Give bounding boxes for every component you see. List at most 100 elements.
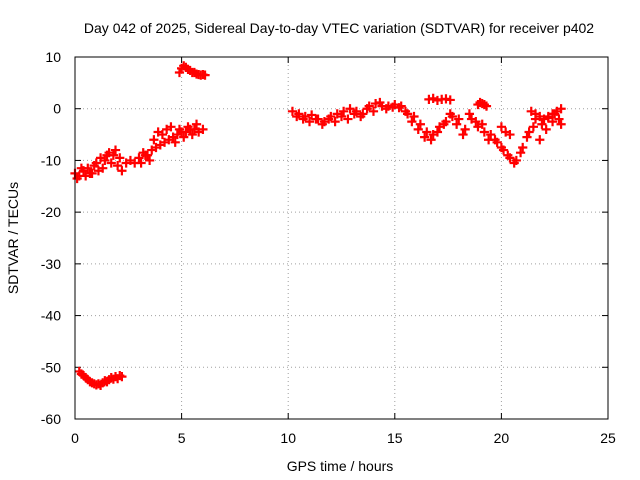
data-point	[409, 111, 419, 122]
data-point	[524, 127, 534, 137]
series-early-main	[70, 124, 208, 181]
data-point	[509, 158, 519, 168]
x-axis-label: GPS time / hours	[287, 458, 394, 474]
x-tick-label: 5	[178, 430, 186, 446]
data-point	[330, 117, 340, 127]
data-point	[471, 117, 481, 127]
x-tick-label: 10	[280, 430, 296, 446]
data-point	[537, 119, 547, 129]
data-point	[394, 103, 404, 113]
data-points	[70, 61, 566, 390]
data-point	[505, 129, 515, 140]
data-point	[454, 114, 464, 124]
data-point	[460, 124, 470, 134]
data-point	[100, 155, 110, 166]
data-point	[339, 106, 349, 116]
y-tick-label: -50	[41, 359, 61, 375]
data-point	[496, 142, 506, 153]
y-tick-label: -60	[41, 411, 61, 427]
data-point	[452, 119, 462, 129]
data-point	[356, 111, 366, 122]
data-point	[166, 122, 176, 132]
data-point	[477, 119, 487, 129]
data-point	[400, 106, 411, 116]
data-point	[117, 166, 127, 176]
grid-lines	[75, 57, 608, 419]
data-point	[426, 135, 436, 145]
y-tick-label: -20	[41, 204, 61, 220]
x-tick-label: 15	[387, 430, 403, 446]
data-point	[292, 111, 302, 122]
series-late-main	[287, 98, 566, 166]
data-point	[490, 135, 500, 145]
x-tick-label: 0	[71, 430, 79, 446]
data-point	[183, 122, 193, 132]
data-point	[522, 132, 532, 142]
data-point	[343, 114, 353, 124]
data-point	[200, 70, 210, 80]
data-point	[515, 148, 526, 158]
data-point	[336, 111, 347, 122]
data-point	[486, 129, 496, 140]
data-point	[535, 135, 545, 145]
data-point	[464, 109, 475, 119]
data-point	[445, 109, 455, 119]
plot-frame	[74, 56, 609, 420]
series-early-band	[72, 119, 202, 184]
data-point	[298, 114, 308, 124]
data-point	[198, 124, 208, 134]
data-point	[324, 114, 334, 124]
data-point	[362, 104, 372, 114]
data-point	[113, 161, 123, 171]
data-point	[145, 155, 155, 166]
data-point	[304, 117, 315, 127]
data-point	[554, 114, 564, 124]
data-point	[140, 150, 150, 160]
data-point	[368, 106, 379, 116]
data-point	[541, 124, 551, 134]
y-tick-label: -40	[41, 308, 61, 324]
x-tick-label: 20	[494, 430, 510, 446]
data-point	[479, 127, 489, 137]
data-point	[98, 163, 108, 173]
data-point	[174, 124, 185, 134]
data-point	[445, 95, 455, 105]
series-late-upper	[424, 93, 566, 140]
data-point	[439, 119, 449, 129]
data-point	[547, 117, 558, 127]
data-point	[481, 101, 492, 111]
data-point	[552, 106, 562, 116]
data-point	[191, 119, 202, 129]
data-point	[518, 142, 528, 153]
data-point	[345, 104, 355, 114]
data-point	[76, 163, 86, 173]
y-tick-label: 0	[53, 101, 61, 117]
series-late-band	[292, 97, 564, 168]
data-point	[420, 132, 430, 142]
data-point	[287, 106, 298, 116]
data-point	[422, 127, 432, 137]
data-point	[413, 124, 423, 134]
data-point	[170, 137, 180, 147]
chart-title: Day 042 of 2025, Sidereal Day-to-day VTE…	[84, 20, 594, 36]
data-point	[187, 129, 197, 140]
y-axis-label: SDTVAR / TECUs	[5, 182, 21, 294]
data-point	[115, 153, 125, 163]
data-point	[556, 119, 566, 129]
data-point	[149, 135, 159, 145]
data-point	[375, 97, 385, 108]
data-point	[307, 110, 317, 120]
data-point	[528, 122, 538, 132]
data-point	[311, 114, 321, 124]
data-point	[117, 371, 127, 382]
data-point	[89, 161, 99, 171]
data-point	[415, 119, 425, 129]
data-point	[496, 122, 506, 132]
data-point	[432, 127, 443, 137]
data-point	[349, 109, 359, 119]
data-point	[157, 129, 168, 140]
y-tick-label: 10	[45, 49, 61, 65]
data-point	[85, 168, 95, 178]
series-early-low	[74, 366, 127, 390]
data-point	[503, 150, 513, 160]
